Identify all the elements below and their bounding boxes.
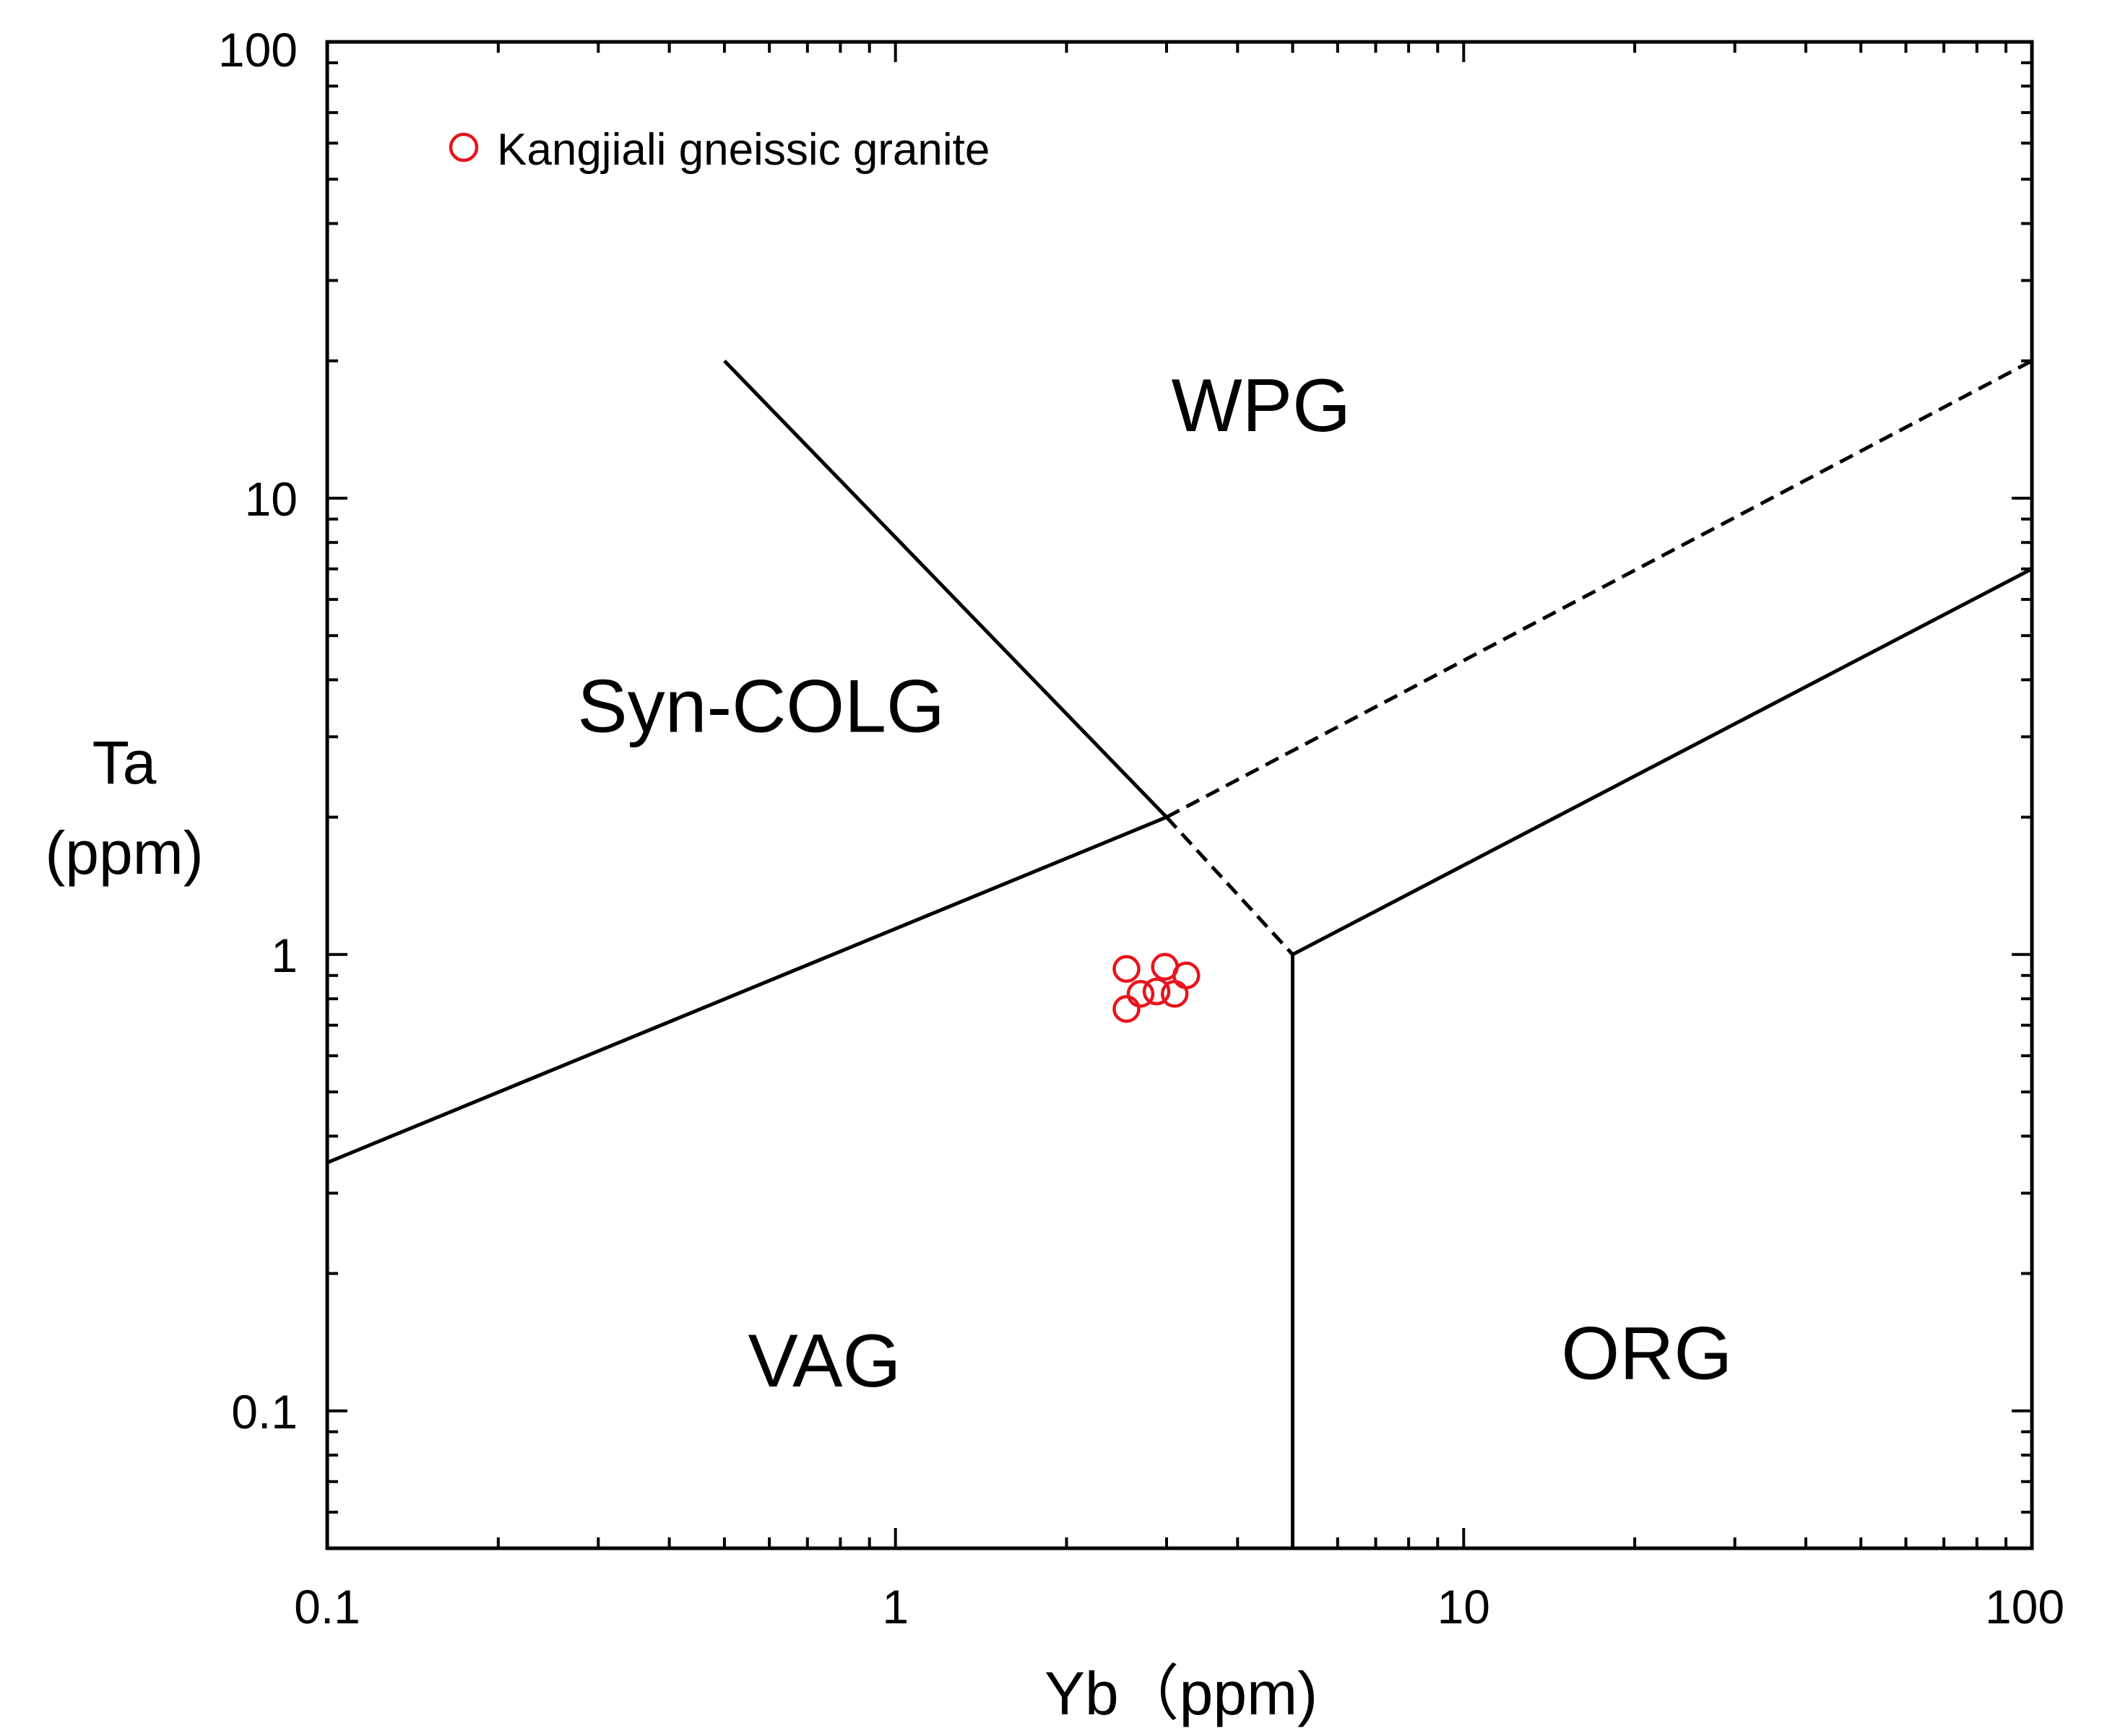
field-label-wpg: WPG (1172, 364, 1351, 448)
y-axis-tick-labels: 0.1 1 10 100 (218, 23, 298, 1438)
wpg-org-boundary-dashed (1165, 359, 2033, 819)
data-points (1112, 952, 1201, 1023)
data-point (1112, 994, 1141, 1023)
x-tick-label: 1 (882, 1580, 909, 1633)
data-point (1160, 980, 1189, 1008)
y-tick-label: 100 (218, 23, 298, 77)
x-tick-label: 10 (1437, 1580, 1490, 1633)
y-tick-label: 10 (245, 472, 298, 526)
data-point (1112, 955, 1141, 984)
vag-syncolg-boundary (326, 815, 1167, 1165)
legend-label: Kangjiali gneissic granite (497, 125, 990, 175)
field-label-vag: VAG (748, 1319, 901, 1403)
data-point (1126, 980, 1155, 1008)
data-point (1142, 977, 1171, 1006)
field-labels: WPG Syn-COLG VAG ORG (577, 364, 1732, 1403)
x-tick-label: 100 (1985, 1580, 2064, 1633)
wpg-org-boundary (1292, 567, 2033, 957)
x-axis-label: Yb（ppm) (1044, 1659, 1318, 1727)
field-label-org: ORG (1561, 1311, 1732, 1395)
syncolg-wpg-boundary (723, 359, 1168, 819)
y-axis-label-ppm: (ppm) (45, 819, 203, 887)
field-boundaries (326, 359, 2033, 1548)
legend: Kangjiali gneissic granite (449, 125, 990, 175)
y-tick-label: 0.1 (231, 1385, 298, 1438)
y-axis-label-ta: Ta (92, 729, 157, 797)
y-tick-label: 1 (271, 929, 298, 982)
x-axis-tick-labels: 0.1 1 10 100 (294, 1580, 2064, 1633)
plot-area (327, 42, 2032, 1548)
x-tick-label: 0.1 (294, 1580, 360, 1633)
plot-frame (325, 40, 2034, 1550)
field-label-syn-colg: Syn-COLG (577, 664, 945, 748)
vag-wpg-boundary-dashed (1165, 815, 1294, 956)
legend-marker (449, 132, 479, 162)
